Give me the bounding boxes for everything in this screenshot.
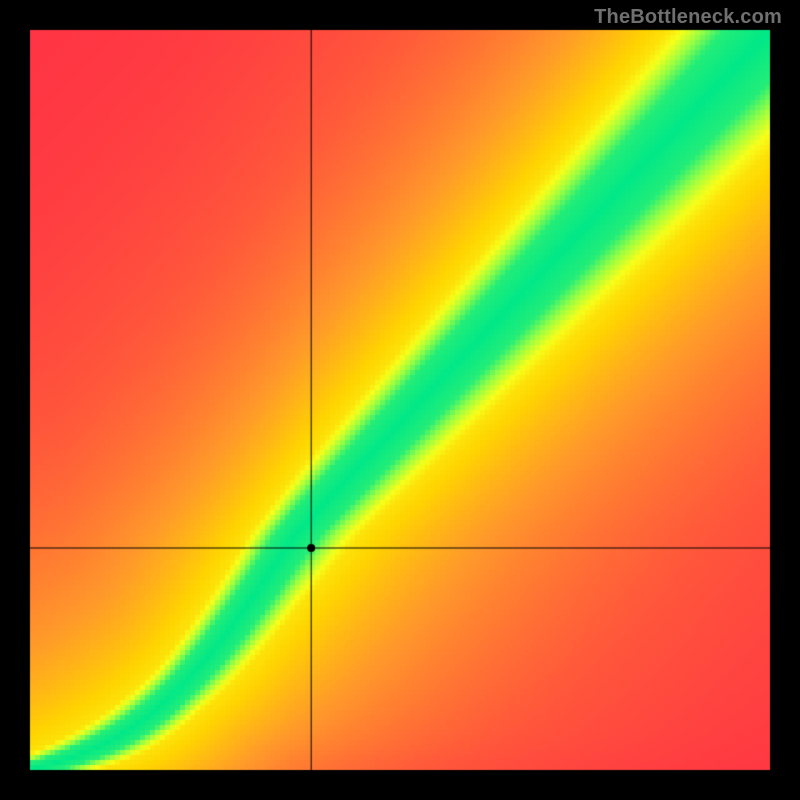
bottleneck-heatmap-canvas <box>0 0 800 800</box>
chart-container: TheBottleneck.com <box>0 0 800 800</box>
watermark-label: TheBottleneck.com <box>594 6 782 29</box>
